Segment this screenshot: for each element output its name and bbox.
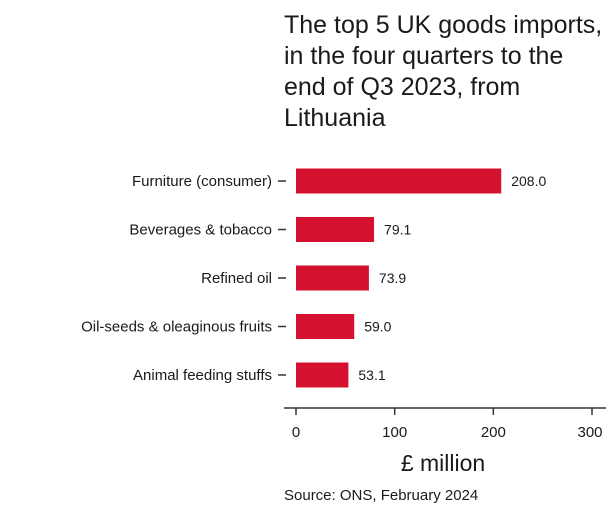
bar — [296, 217, 375, 242]
value-label: 53.1 — [358, 367, 385, 383]
bar — [296, 314, 355, 339]
bar — [296, 168, 502, 194]
value-label: 73.9 — [379, 270, 406, 286]
category-labels: Furniture (consumer) Beverages & tobacco R… — [81, 173, 272, 384]
category-label: Beverages & tobacco — [129, 222, 272, 239]
bar — [296, 362, 349, 388]
category-label: Animal feeding stuffs — [133, 367, 272, 384]
x-axis-ticks: 0 100 200 300 — [292, 408, 603, 441]
y-axis-ticks — [278, 180, 286, 376]
bars-group — [296, 168, 502, 388]
x-tick-label: 100 — [382, 424, 407, 441]
value-label: 208.0 — [511, 173, 546, 189]
category-label: Furniture (consumer) — [132, 173, 272, 190]
value-label: 79.1 — [384, 222, 411, 238]
source-note: Source: ONS, February 2024 — [284, 487, 478, 504]
x-tick-label: 200 — [481, 424, 506, 441]
value-labels: 208.0 79.1 73.9 59.0 53.1 — [358, 173, 546, 383]
x-tick-label: 300 — [577, 424, 602, 441]
bar — [296, 265, 369, 291]
value-label: 59.0 — [364, 319, 391, 335]
category-label: Oil-seeds & oleaginous fruits — [81, 319, 272, 336]
chart-title: The top 5 UK goods imports, in the four … — [284, 11, 603, 132]
x-axis-label: £ million — [401, 450, 485, 476]
x-tick-label: 0 — [292, 424, 300, 441]
category-label: Refined oil — [201, 270, 272, 287]
